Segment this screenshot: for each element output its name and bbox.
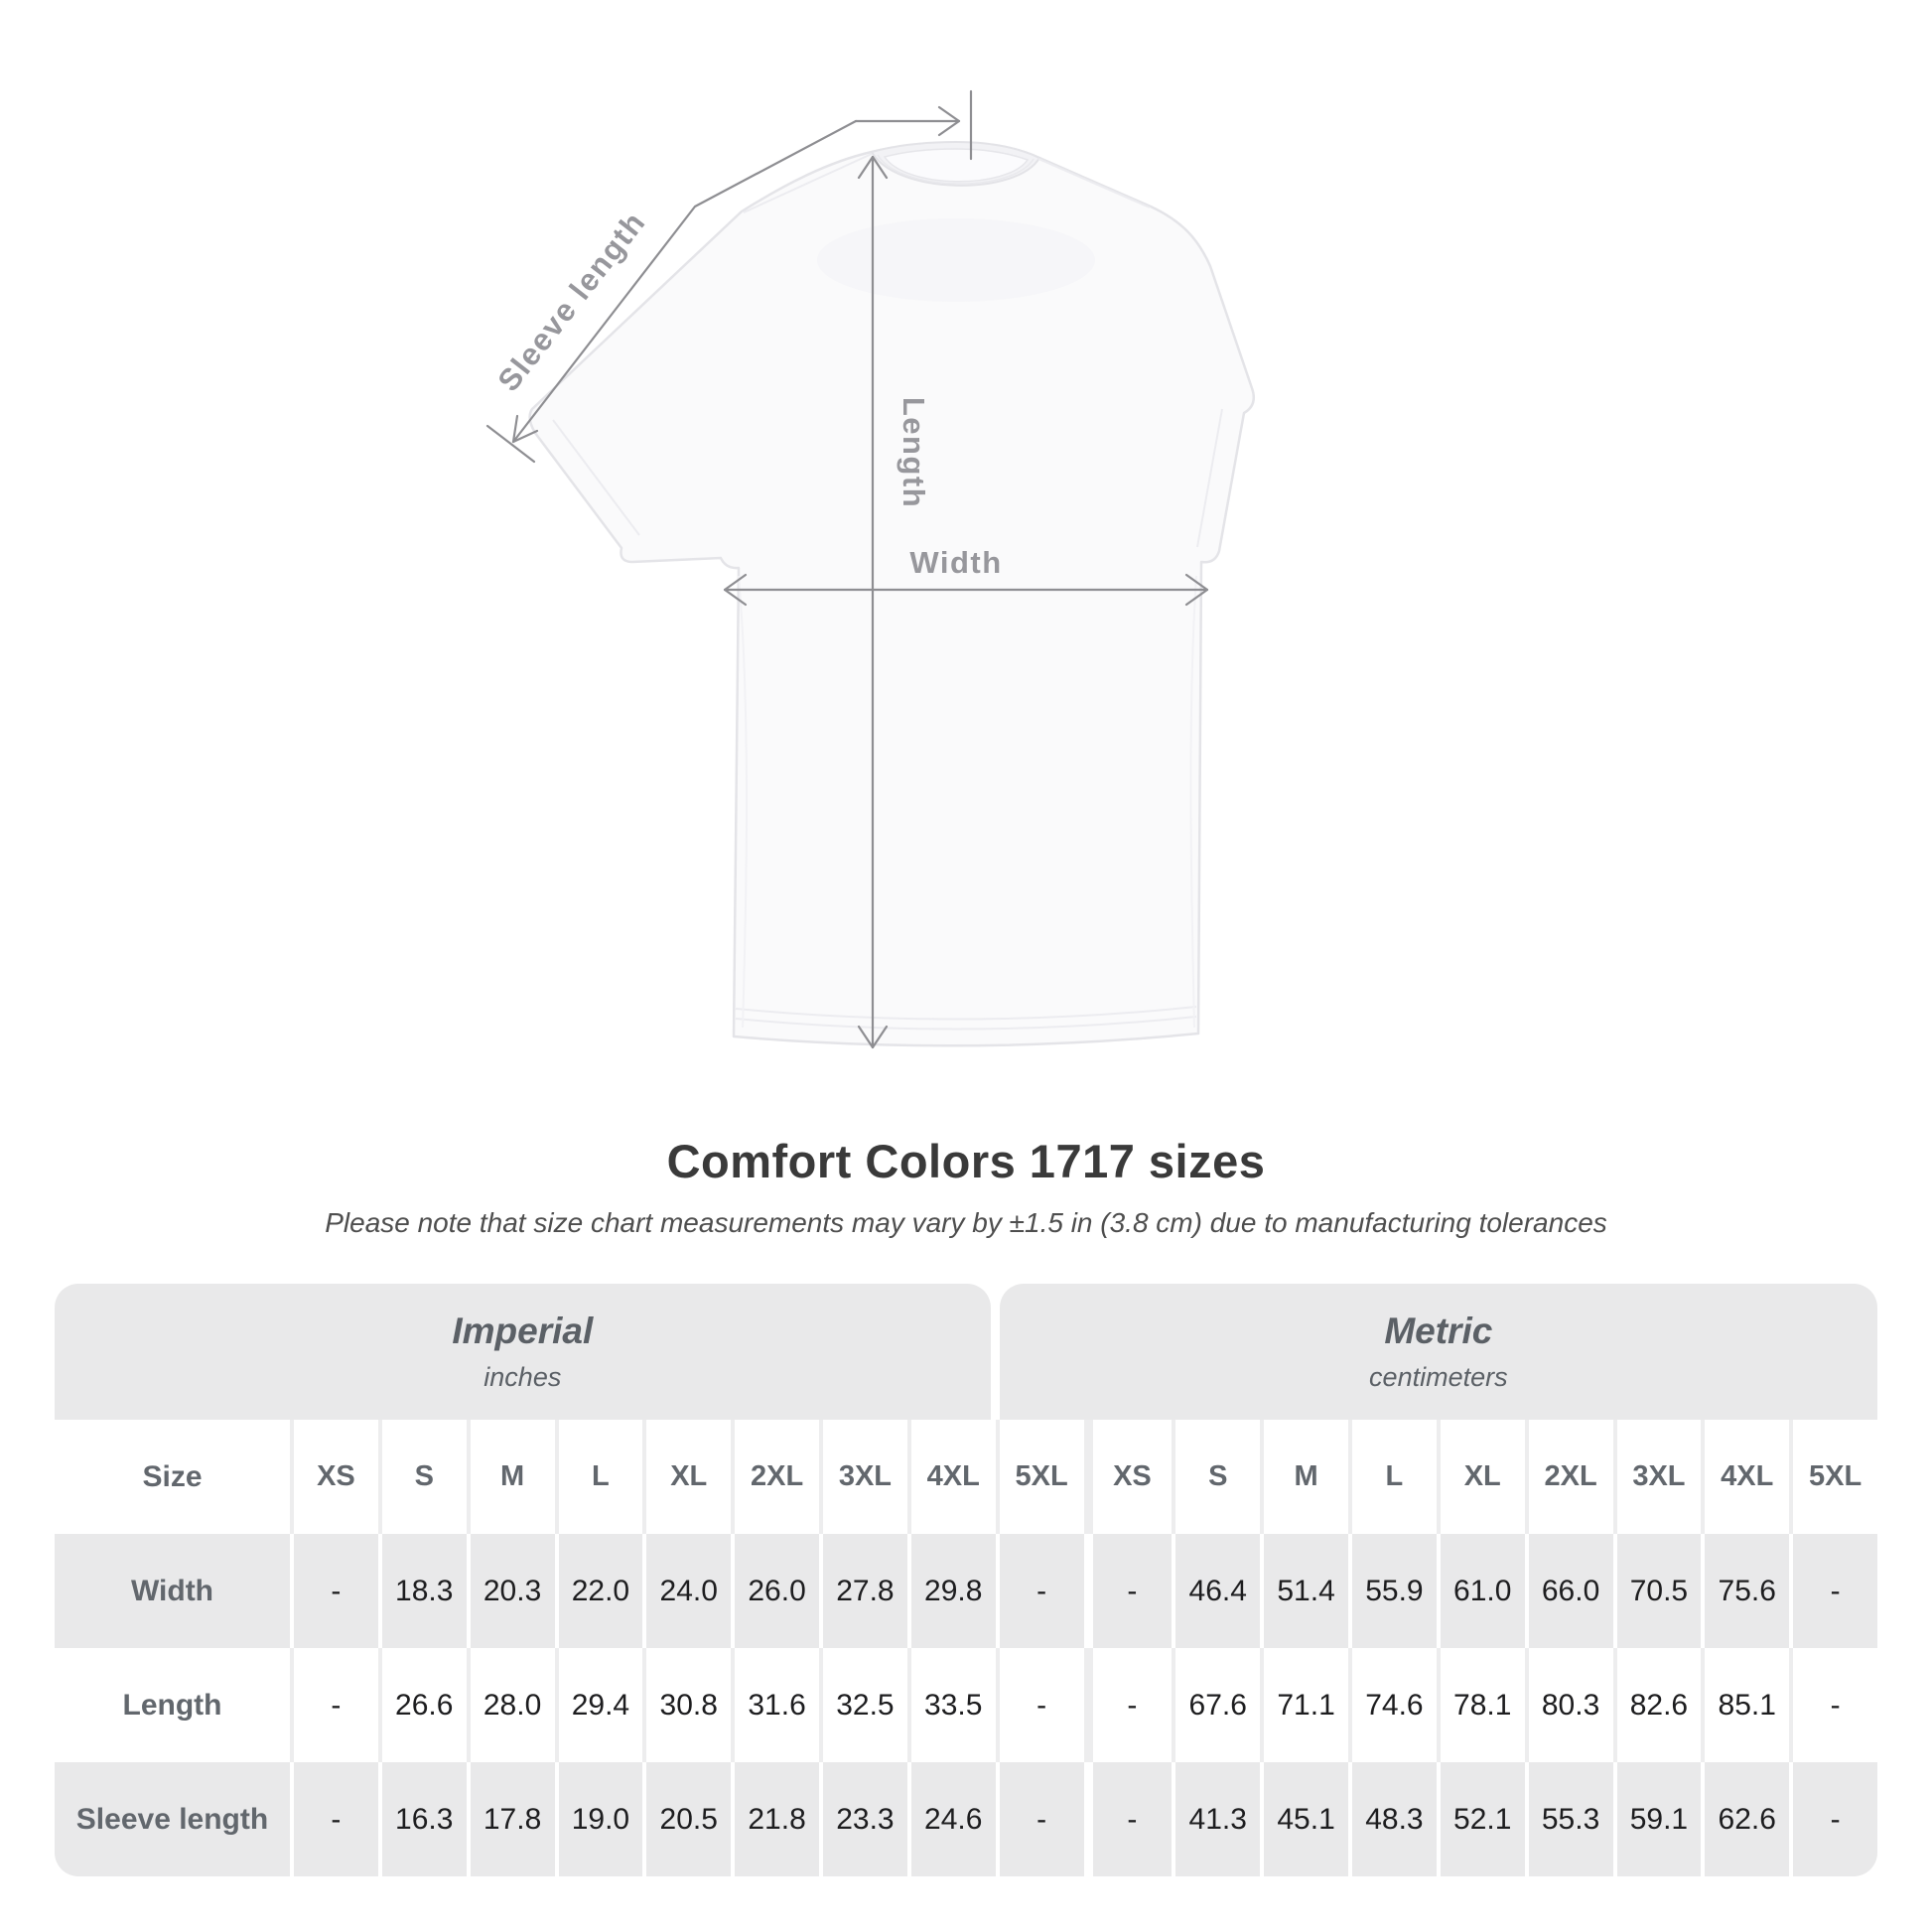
value-cell: 74.6 — [1348, 1648, 1437, 1762]
size-header-cell: M — [1260, 1420, 1348, 1534]
value-cell: 23.3 — [819, 1762, 907, 1876]
value-cell: 41.3 — [1172, 1762, 1261, 1876]
value-cell: - — [1083, 1534, 1173, 1648]
value-cell: 71.1 — [1260, 1648, 1348, 1762]
value-cell: 46.4 — [1172, 1534, 1261, 1648]
value-cell: 24.6 — [906, 1762, 996, 1876]
value-cell: 20.5 — [642, 1762, 732, 1876]
size-header-cell: L — [554, 1420, 643, 1534]
tshirt-svg: Sleeve length Length Width — [485, 89, 1255, 1049]
value-cell: - — [290, 1534, 378, 1648]
size-header-cell: 4XL — [906, 1420, 996, 1534]
value-cell: - — [995, 1762, 1084, 1876]
value-cell: 78.1 — [1436, 1648, 1525, 1762]
value-cell: 22.0 — [554, 1534, 643, 1648]
value-cell: 55.3 — [1524, 1762, 1613, 1876]
size-header-cell: XS — [290, 1420, 378, 1534]
size-header-cell: S — [1172, 1420, 1261, 1534]
value-cell: 55.9 — [1348, 1534, 1437, 1648]
value-cell: - — [995, 1534, 1084, 1648]
value-cell: 21.8 — [731, 1762, 819, 1876]
size-header-cell: 5XL — [1789, 1420, 1877, 1534]
value-cell: - — [1789, 1762, 1877, 1876]
value-cell: 67.6 — [1172, 1648, 1261, 1762]
value-cell: 62.6 — [1701, 1762, 1790, 1876]
size-header-cell: XL — [1436, 1420, 1525, 1534]
size-header-cell: XL — [642, 1420, 732, 1534]
length-label: Length — [897, 397, 931, 508]
value-cell: 32.5 — [819, 1648, 907, 1762]
value-cell: 82.6 — [1612, 1648, 1702, 1762]
value-cell: 61.0 — [1436, 1534, 1525, 1648]
width-label: Width — [909, 545, 1002, 580]
size-table: Imperial inches Metric centimeters Size X… — [55, 1284, 1877, 1876]
imperial-section-header: Imperial inches — [55, 1284, 991, 1420]
tshirt-diagram: Sleeve length Length Width — [485, 89, 1255, 1049]
size-header-cell: 5XL — [995, 1420, 1084, 1534]
value-cell: 51.4 — [1260, 1534, 1348, 1648]
row-label: Length — [55, 1648, 290, 1762]
value-cell: - — [290, 1762, 378, 1876]
value-cell: 27.8 — [819, 1534, 907, 1648]
value-cell: 45.1 — [1260, 1762, 1348, 1876]
row-label: Width — [55, 1534, 290, 1648]
value-cell: 70.5 — [1612, 1534, 1702, 1648]
value-cell: 66.0 — [1524, 1534, 1613, 1648]
value-cell: - — [995, 1648, 1084, 1762]
width-measure-line — [723, 573, 1209, 607]
size-header-cell: M — [466, 1420, 555, 1534]
size-header-cell: 3XL — [1612, 1420, 1702, 1534]
value-cell: 48.3 — [1348, 1762, 1437, 1876]
size-header-cell: 2XL — [1524, 1420, 1613, 1534]
value-cell: 31.6 — [731, 1648, 819, 1762]
value-cell: 29.4 — [554, 1648, 643, 1762]
size-column-header: Size — [55, 1420, 290, 1534]
value-cell: 20.3 — [466, 1534, 555, 1648]
size-header-cell: XS — [1083, 1420, 1173, 1534]
value-cell: 26.0 — [731, 1534, 819, 1648]
value-cell: 16.3 — [377, 1762, 467, 1876]
value-cell: 80.3 — [1524, 1648, 1613, 1762]
value-cell: 19.0 — [554, 1762, 643, 1876]
metric-title: Metric — [1384, 1311, 1493, 1351]
value-cell: 75.6 — [1701, 1534, 1790, 1648]
value-cell: 59.1 — [1612, 1762, 1702, 1876]
value-cell: 30.8 — [642, 1648, 732, 1762]
size-header-cell: 4XL — [1701, 1420, 1790, 1534]
imperial-units: inches — [483, 1362, 562, 1392]
size-header-cell: 3XL — [819, 1420, 907, 1534]
value-cell: - — [1083, 1648, 1173, 1762]
value-cell: 33.5 — [906, 1648, 996, 1762]
value-cell: - — [290, 1648, 378, 1762]
sleeve-length-measure-line — [485, 89, 973, 464]
imperial-title: Imperial — [452, 1311, 594, 1351]
size-header-cell: 2XL — [731, 1420, 819, 1534]
size-header-cell: L — [1348, 1420, 1437, 1534]
value-cell: 52.1 — [1436, 1762, 1525, 1876]
value-cell: 17.8 — [466, 1762, 555, 1876]
metric-units: centimeters — [1369, 1362, 1508, 1392]
value-cell: - — [1789, 1534, 1877, 1648]
value-cell: 29.8 — [906, 1534, 996, 1648]
value-cell: - — [1789, 1648, 1877, 1762]
size-header-cell: S — [377, 1420, 467, 1534]
page-title: Comfort Colors 1717 sizes — [666, 1135, 1266, 1187]
value-cell: - — [1083, 1762, 1173, 1876]
page-subtitle: Please note that size chart measurements… — [325, 1207, 1607, 1238]
tshirt-illustration — [528, 140, 1255, 1047]
metric-section-header: Metric centimeters — [999, 1284, 1877, 1420]
value-cell: 26.6 — [377, 1648, 467, 1762]
value-cell: 85.1 — [1701, 1648, 1790, 1762]
value-cell: 18.3 — [377, 1534, 467, 1648]
value-cell: 24.0 — [642, 1534, 732, 1648]
value-cell: 28.0 — [466, 1648, 555, 1762]
length-measure-line — [857, 155, 889, 1049]
row-label: Sleeve length — [55, 1762, 290, 1876]
